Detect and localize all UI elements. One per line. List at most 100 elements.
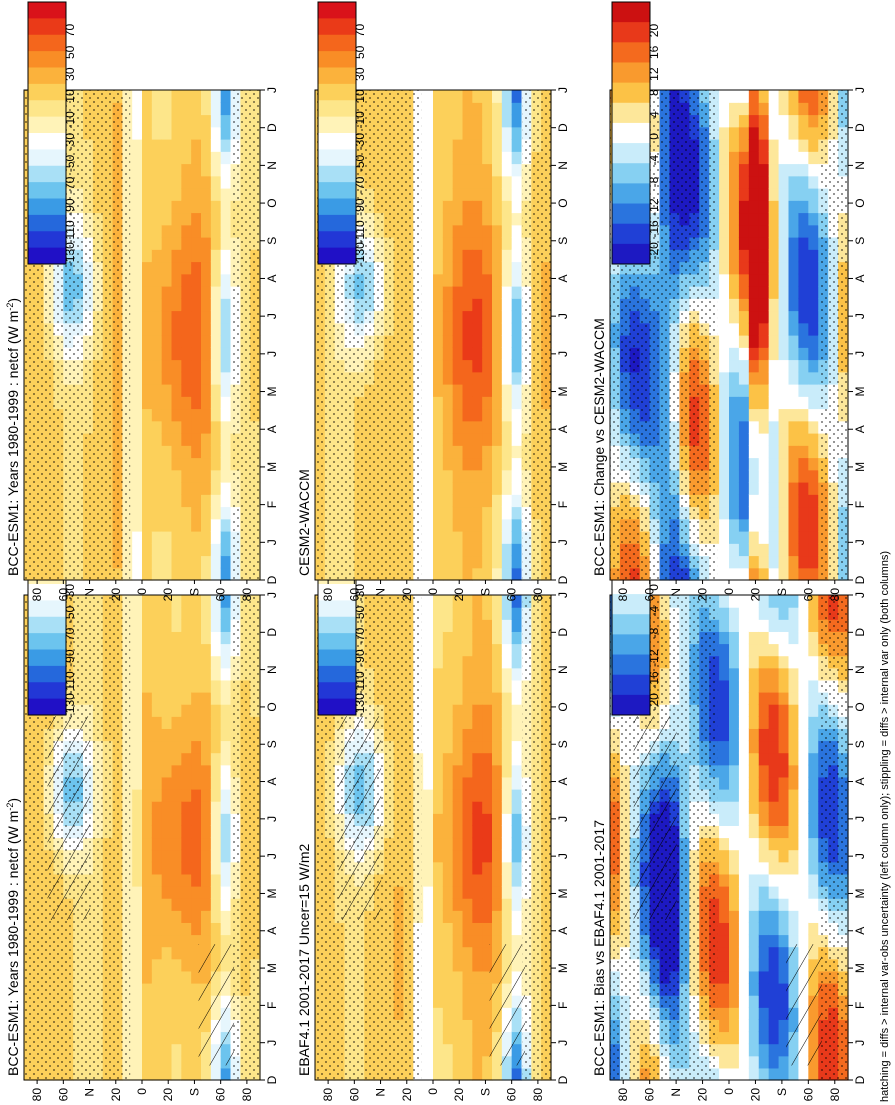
p1-cell (201, 886, 212, 899)
p1-cell (151, 607, 163, 620)
p1-cell (171, 789, 182, 802)
p2-cell (151, 445, 163, 459)
p4-cell (501, 543, 513, 557)
p1-cell (220, 849, 232, 863)
p5-cell (719, 667, 730, 681)
p5-cell (768, 789, 780, 802)
p5-cell (758, 728, 770, 742)
p3-cell (462, 667, 473, 681)
p1-cell (161, 1019, 173, 1033)
p1-cell (161, 595, 173, 608)
p2-cell (181, 90, 192, 103)
p5-cell (738, 813, 750, 826)
p1-cell (191, 764, 202, 778)
p2-cell (142, 543, 153, 557)
p3-colorbar-label: -110 (353, 671, 367, 694)
p3-cell (433, 837, 444, 851)
p5-cell (808, 716, 819, 729)
p3-cell (433, 825, 444, 839)
p2-cell (201, 139, 212, 152)
p5-cell (758, 789, 770, 802)
p4-cell (423, 408, 434, 422)
p4-month-label: M (556, 387, 570, 397)
p4-cell (511, 518, 523, 532)
p3-month-label: J (556, 853, 570, 859)
p4-cell (472, 237, 483, 250)
p1-cell (132, 655, 143, 669)
p4-cell (452, 469, 464, 483)
p2-cell (142, 310, 153, 324)
p4-cell (482, 224, 493, 238)
p2-month-label: J (265, 539, 279, 545)
p1-lat-label: S (187, 1088, 201, 1096)
p4-cell (472, 420, 483, 434)
p3-cell (462, 704, 473, 717)
p5-cell (768, 595, 780, 608)
p4-cell (492, 151, 503, 165)
p5-cell (729, 716, 740, 729)
p3-cell (501, 740, 513, 754)
p4-cell (452, 212, 464, 226)
p1-cell (210, 873, 222, 887)
p4-cell (423, 433, 434, 446)
p5-cell (738, 716, 750, 729)
p5-cell (729, 958, 740, 972)
p3-cell (423, 776, 434, 790)
p4-cell (433, 531, 444, 544)
p2-cell (191, 90, 202, 103)
p1-cell (132, 910, 143, 923)
p4-cell (492, 139, 503, 152)
p1-cell (191, 995, 202, 1008)
p1-cell (171, 849, 182, 863)
p5-cell (758, 704, 770, 717)
p1-cell (132, 619, 143, 632)
p4-cell (462, 567, 473, 581)
p3-cell (452, 813, 464, 826)
p3-cell (482, 716, 493, 729)
p2-cell (132, 139, 143, 152)
p1-month-label: J (265, 592, 279, 598)
p4-cell (462, 139, 473, 152)
p2-lat-label: 80 (30, 588, 44, 602)
p3-cell (433, 922, 444, 936)
p4-cell (492, 237, 503, 250)
p3-cell (423, 922, 434, 936)
p4-cell (462, 335, 473, 348)
p5-cell (729, 692, 740, 705)
p5-cell (768, 631, 780, 645)
p2-cell (161, 445, 173, 459)
p4-cell (462, 212, 473, 226)
p2-cell (171, 212, 182, 226)
p3-cell (442, 1019, 454, 1033)
p5-cell (758, 631, 770, 645)
p5-cell (768, 716, 780, 729)
p4-cell (511, 224, 523, 238)
p2-cell (151, 469, 163, 483)
p1-cell (201, 789, 212, 802)
p3-cell (433, 764, 444, 778)
p3-cell (472, 619, 483, 632)
p3-cell (423, 934, 434, 948)
p5-cell (748, 776, 760, 790)
p5-cell (719, 692, 730, 705)
p5-cell (788, 776, 800, 790)
p2-lat-label: 80 (240, 588, 254, 602)
p4-cell (462, 445, 473, 459)
p5-cell (748, 752, 760, 766)
p1-cell (201, 679, 212, 693)
p4-cell (482, 298, 493, 312)
p4-cell (433, 433, 444, 446)
p5-cell (768, 1019, 780, 1033)
p5-cell (778, 631, 790, 645)
p1-cell (132, 1055, 143, 1069)
p4-cell (492, 286, 503, 299)
p1-cell (132, 643, 143, 657)
p4-lat-label: 60 (347, 588, 361, 602)
p3-cell (433, 849, 444, 863)
p2-cell (142, 518, 153, 532)
p5-cell (778, 849, 790, 863)
p2-cell (142, 359, 153, 373)
p5-cell (758, 922, 770, 936)
p5-cell (748, 1007, 760, 1020)
p4-colorbar-swatch (318, 247, 356, 265)
